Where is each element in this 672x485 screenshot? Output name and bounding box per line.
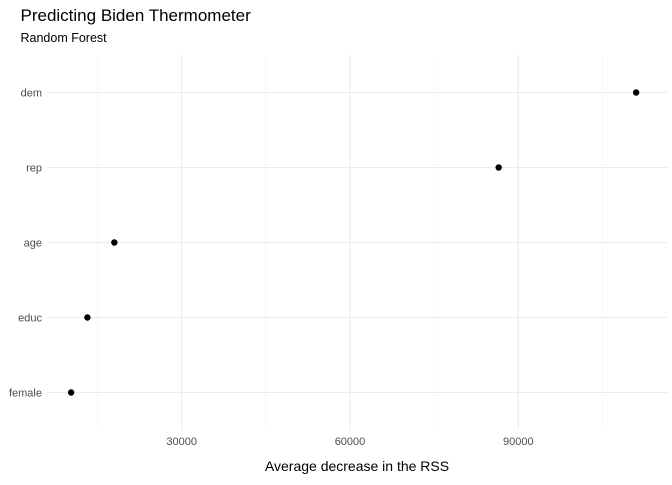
chart-title: Predicting Biden Thermometer	[21, 6, 252, 25]
data-point-educ	[84, 314, 91, 321]
data-point-dem	[632, 89, 640, 96]
y-axis-tick-labels: dem rep age educ female	[9, 88, 43, 400]
data-points	[67, 89, 640, 396]
x-axis-tick-labels: 30000 60000 90000	[166, 436, 533, 448]
grid-lines	[47, 55, 667, 430]
x-axis-title: Average decrease in the RSS	[265, 458, 449, 474]
data-point-female	[67, 389, 75, 396]
y-tick-label-educ: educ	[18, 313, 42, 325]
data-point-rep	[495, 164, 502, 171]
y-tick-label-dem: dem	[21, 88, 42, 100]
x-tick-label: 60000	[335, 436, 366, 448]
y-tick-label-female: female	[9, 388, 42, 400]
x-tick-label: 90000	[503, 436, 534, 448]
chart-subtitle: Random Forest	[21, 31, 108, 45]
x-tick-label: 30000	[166, 436, 197, 448]
y-tick-label-rep: rep	[26, 163, 42, 175]
y-tick-label-age: age	[24, 238, 42, 250]
data-point-age	[111, 239, 118, 246]
